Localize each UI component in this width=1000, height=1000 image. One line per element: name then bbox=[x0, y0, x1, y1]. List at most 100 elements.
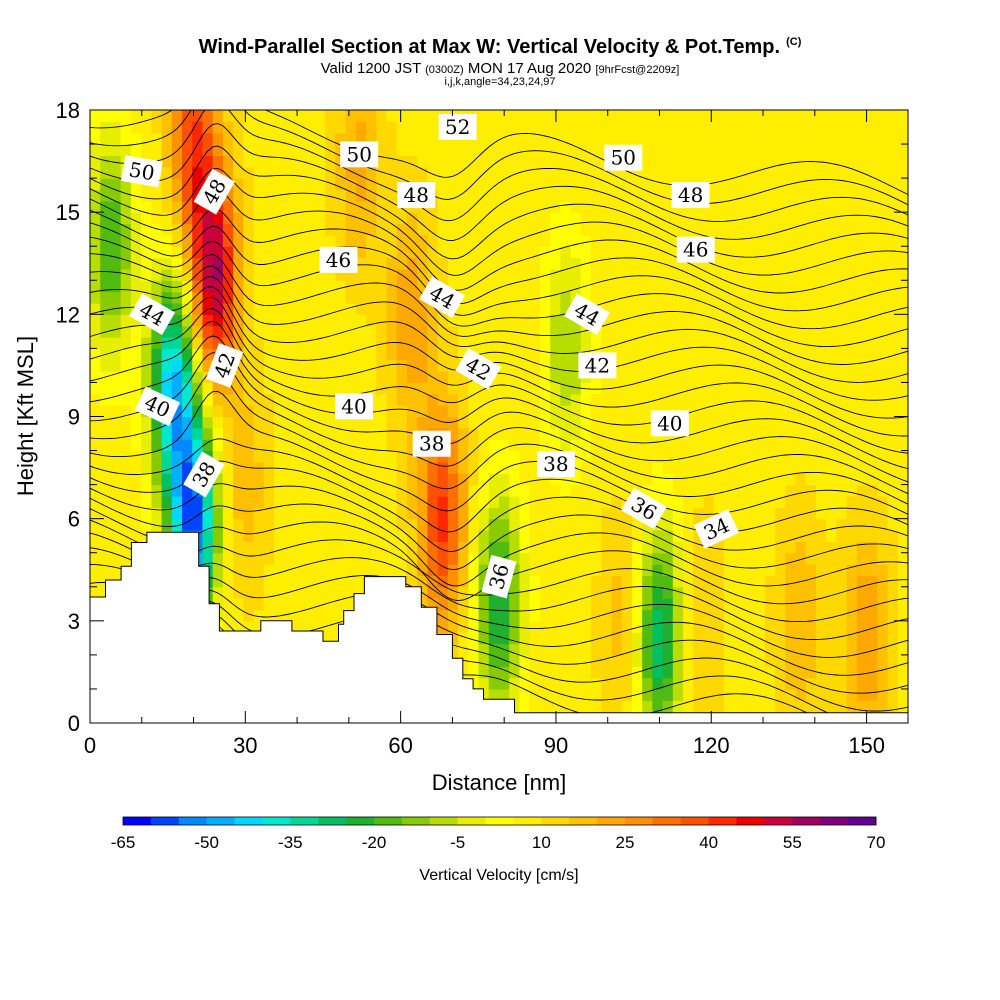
velocity-cell bbox=[519, 393, 531, 406]
velocity-cell bbox=[580, 530, 592, 542]
velocity-cell bbox=[406, 110, 418, 122]
velocity-cell bbox=[693, 666, 705, 679]
velocity-cell bbox=[826, 382, 838, 395]
velocity-cell bbox=[723, 291, 735, 304]
theta-contour-line bbox=[90, 276, 908, 401]
velocity-cell bbox=[509, 643, 521, 656]
velocity-cell bbox=[826, 427, 838, 440]
velocity-cell bbox=[519, 575, 531, 588]
velocity-cell bbox=[192, 212, 204, 225]
velocity-cell bbox=[468, 461, 480, 474]
velocity-cell bbox=[601, 700, 613, 713]
velocity-cell bbox=[856, 348, 868, 361]
velocity-cell bbox=[580, 473, 592, 486]
velocity-cell bbox=[171, 416, 183, 429]
velocity-cell bbox=[642, 586, 653, 599]
theta-contour-line bbox=[90, 390, 908, 515]
velocity-cell bbox=[856, 598, 868, 611]
velocity-cell bbox=[478, 234, 490, 247]
velocity-cell bbox=[703, 450, 715, 463]
velocity-cell bbox=[509, 688, 521, 701]
velocity-cell bbox=[591, 541, 602, 554]
velocity-cell bbox=[580, 461, 592, 474]
velocity-cell bbox=[570, 416, 582, 429]
velocity-cell bbox=[744, 371, 756, 384]
velocity-cell bbox=[499, 212, 510, 225]
velocity-cell bbox=[335, 110, 347, 122]
velocity-cell bbox=[785, 325, 797, 338]
velocity-cell bbox=[161, 110, 173, 122]
velocity-cell bbox=[499, 166, 510, 179]
velocity-cell bbox=[396, 291, 408, 304]
velocity-cell bbox=[805, 200, 817, 213]
velocity-cell bbox=[826, 280, 838, 293]
velocity-cell bbox=[519, 632, 531, 645]
velocity-cell bbox=[580, 427, 592, 440]
velocity-cell bbox=[836, 393, 848, 406]
velocity-cell bbox=[744, 620, 756, 633]
velocity-cell bbox=[243, 405, 255, 418]
velocity-cell bbox=[263, 189, 275, 202]
velocity-cell bbox=[355, 473, 367, 486]
velocity-cell bbox=[222, 246, 234, 259]
velocity-cell bbox=[519, 110, 531, 122]
velocity-cell bbox=[345, 586, 357, 599]
velocity-cell bbox=[775, 291, 786, 304]
velocity-cell bbox=[417, 564, 429, 577]
velocity-cell bbox=[580, 450, 592, 463]
velocity-cell bbox=[212, 144, 224, 157]
velocity-cell bbox=[141, 337, 152, 349]
velocity-cell bbox=[723, 144, 735, 157]
velocity-cell bbox=[284, 291, 296, 304]
velocity-cell bbox=[468, 439, 480, 452]
velocity-cell bbox=[846, 461, 858, 474]
velocity-cell bbox=[734, 223, 745, 236]
velocity-cell bbox=[519, 280, 531, 293]
velocity-cell bbox=[897, 359, 908, 372]
velocity-cell bbox=[856, 530, 868, 542]
velocity-cell bbox=[897, 586, 908, 599]
velocity-cell bbox=[887, 439, 899, 452]
velocity-cell bbox=[560, 291, 572, 304]
velocity-cell bbox=[815, 234, 827, 247]
velocity-cell bbox=[90, 405, 101, 418]
velocity-cell bbox=[90, 416, 101, 429]
velocity-cell bbox=[703, 268, 715, 281]
velocity-cell bbox=[764, 314, 776, 327]
velocity-cell bbox=[734, 189, 745, 202]
velocity-cell bbox=[887, 371, 899, 384]
velocity-cell bbox=[478, 666, 490, 679]
velocity-cell bbox=[345, 416, 357, 429]
velocity-cell bbox=[897, 234, 908, 247]
velocity-cell bbox=[304, 155, 316, 168]
velocity-cell bbox=[591, 155, 602, 168]
velocity-cell bbox=[815, 654, 827, 667]
velocity-cell bbox=[488, 348, 500, 361]
velocity-cell bbox=[867, 427, 878, 440]
velocity-cell bbox=[723, 575, 735, 588]
velocity-cell bbox=[836, 166, 848, 179]
velocity-cell bbox=[161, 246, 173, 259]
velocity-cell bbox=[785, 257, 797, 270]
velocity-cell bbox=[335, 337, 347, 349]
velocity-cell bbox=[519, 144, 531, 157]
velocity-cell bbox=[611, 291, 623, 304]
velocity-cell bbox=[274, 495, 285, 508]
velocity-cell bbox=[754, 280, 766, 293]
colorbar: -65 -50 -35 -20 -5 10 25 40 55 70 bbox=[111, 816, 885, 852]
valid-prefix: Valid 1200 JST bbox=[320, 60, 421, 77]
velocity-cell bbox=[744, 688, 756, 701]
velocity-cell bbox=[488, 257, 500, 270]
valid-utc: (0300Z) bbox=[425, 64, 464, 76]
velocity-cell bbox=[335, 530, 347, 542]
velocity-cell bbox=[304, 121, 316, 134]
velocity-cell bbox=[815, 348, 827, 361]
forecast-info: [9hrFcst@2209z] bbox=[595, 64, 680, 76]
velocity-cell bbox=[539, 632, 551, 645]
velocity-cell bbox=[529, 302, 541, 315]
velocity-cell bbox=[897, 371, 908, 384]
velocity-cell bbox=[437, 541, 449, 554]
velocity-cell bbox=[754, 405, 766, 418]
velocity-cell bbox=[662, 144, 674, 157]
velocity-cell bbox=[591, 586, 602, 599]
